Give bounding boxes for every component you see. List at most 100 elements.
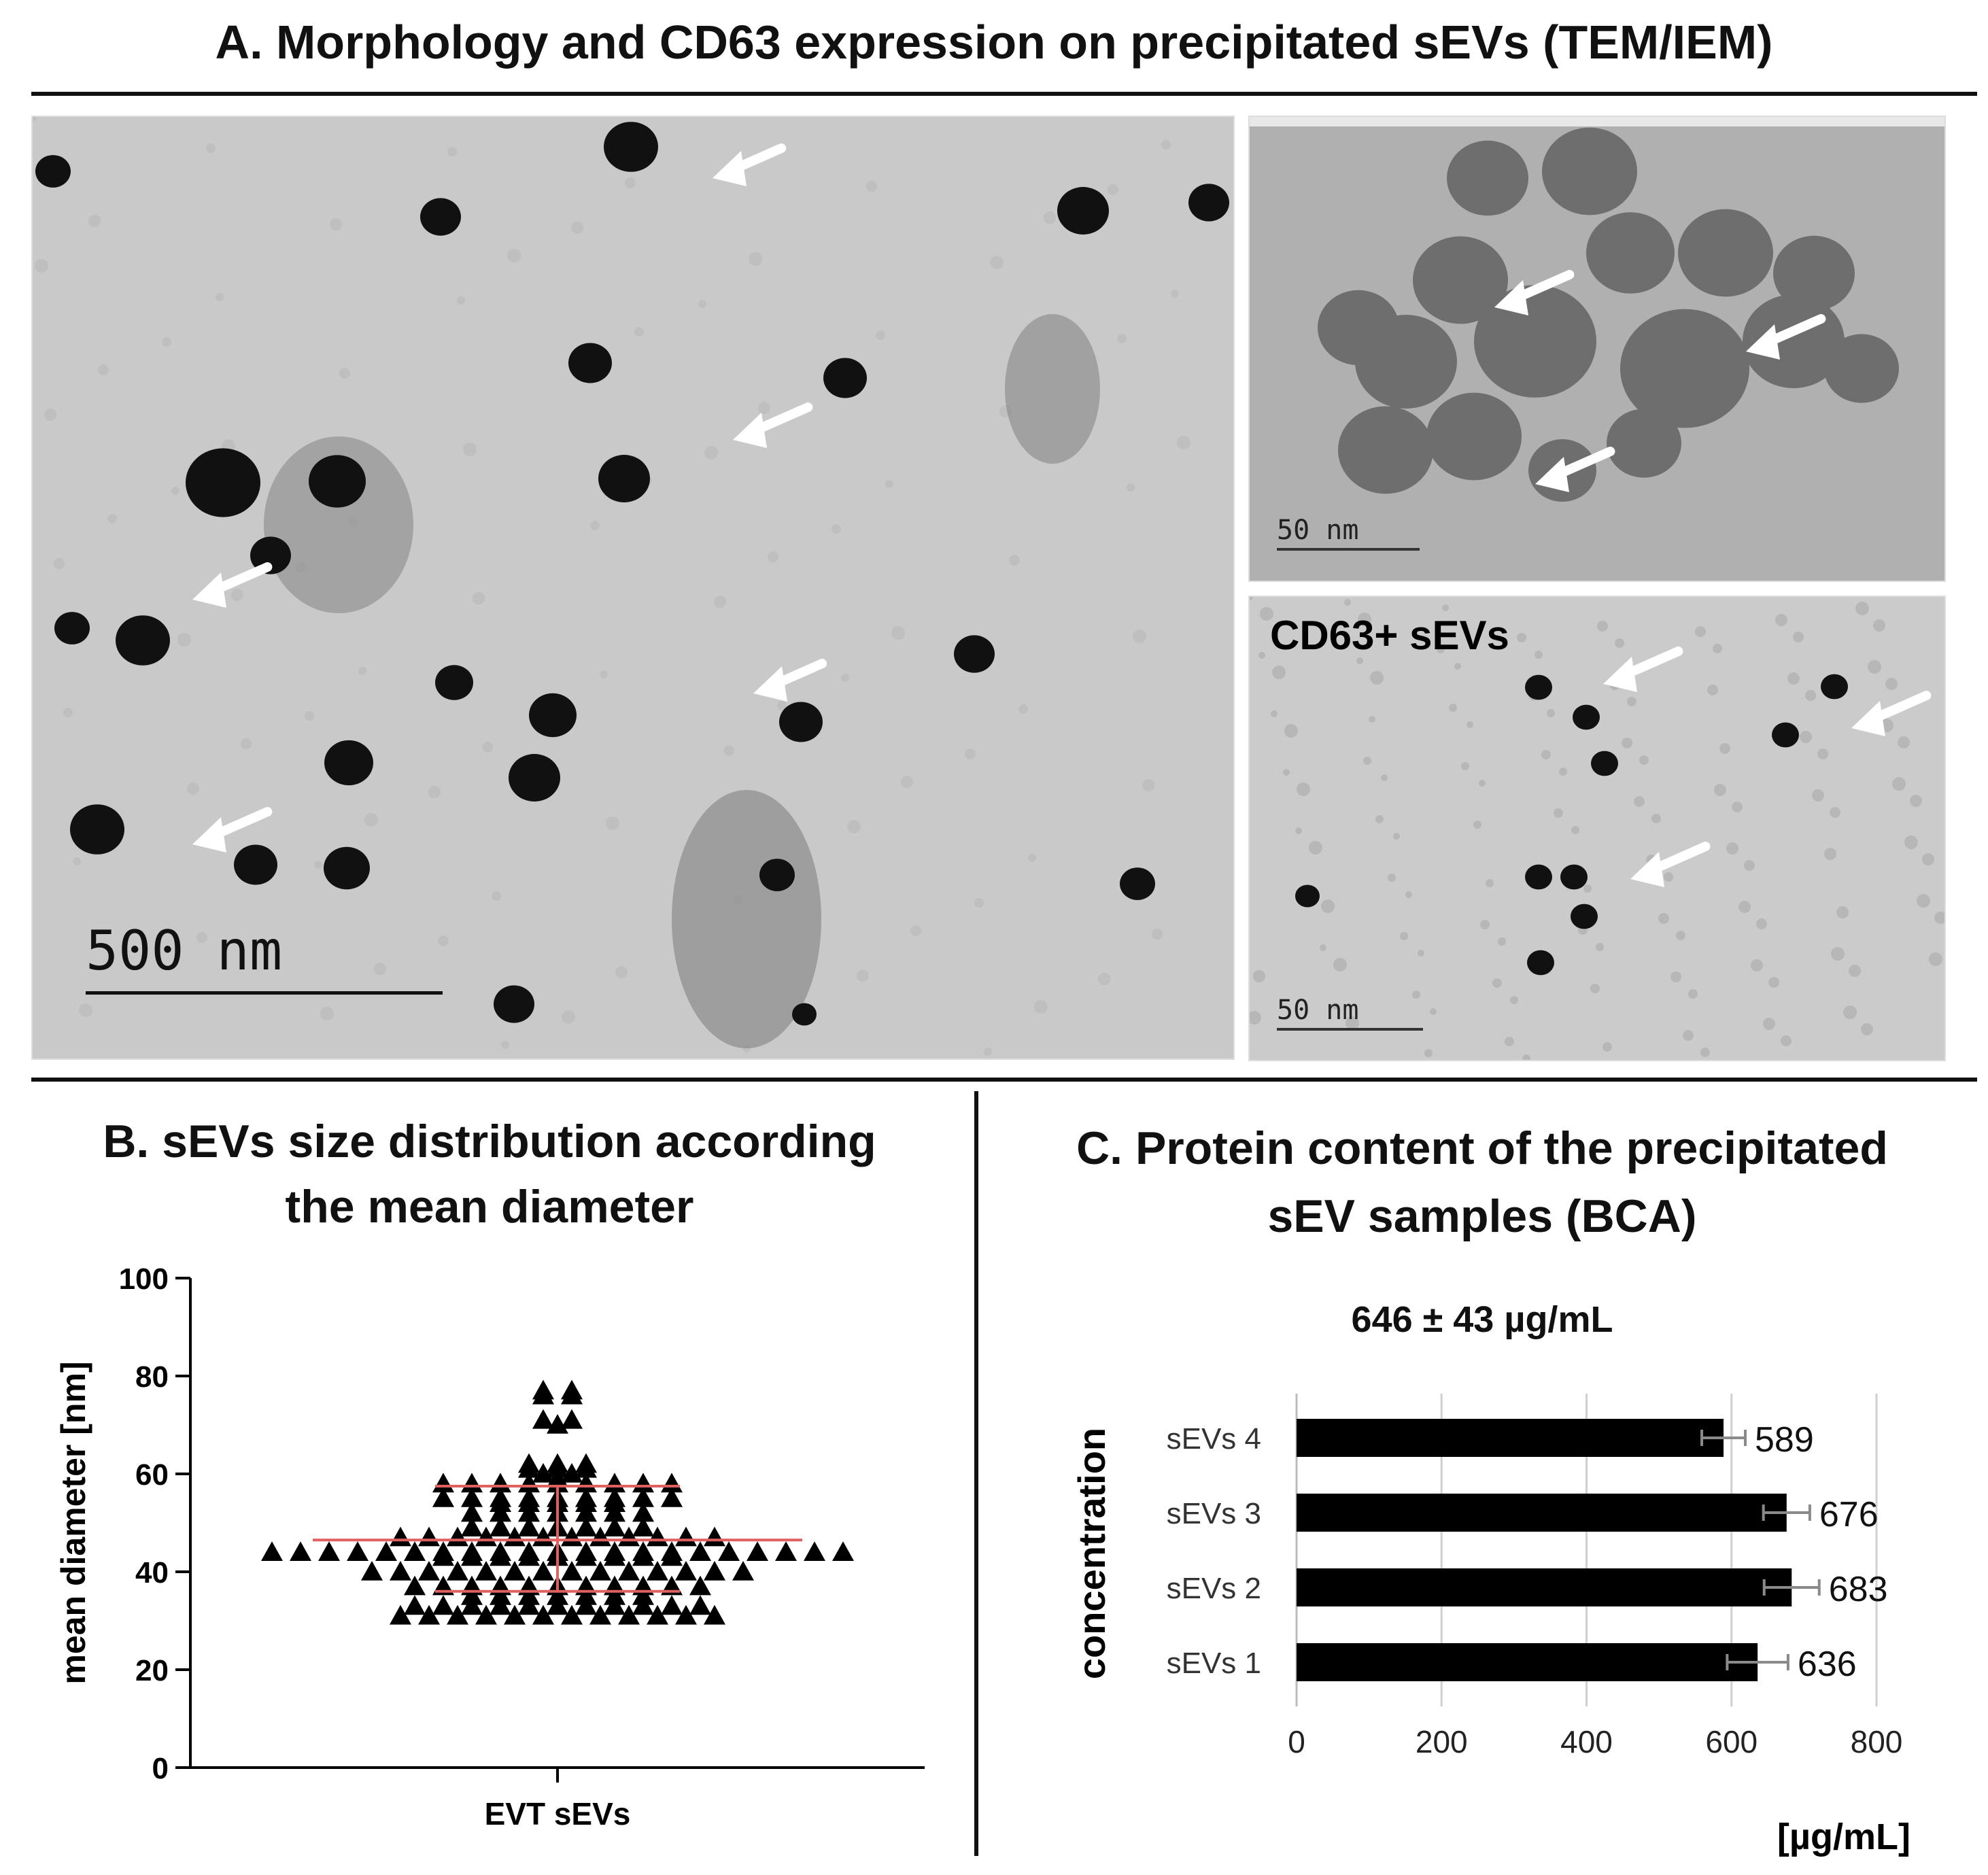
background-speck bbox=[600, 670, 608, 678]
data-point bbox=[518, 1517, 540, 1536]
edge bbox=[1250, 117, 1944, 126]
background-speck bbox=[1596, 943, 1604, 951]
background-speck bbox=[1321, 899, 1335, 913]
main-scale-bar bbox=[86, 991, 443, 995]
vesicle bbox=[234, 844, 277, 885]
data-point bbox=[432, 1541, 454, 1561]
background-speck bbox=[1836, 906, 1849, 918]
background-speck bbox=[847, 820, 861, 833]
vertical-divider bbox=[974, 1091, 978, 1856]
gold-labeled-vesicle bbox=[1772, 722, 1799, 748]
background-speck bbox=[1817, 749, 1828, 759]
background-speck bbox=[1370, 671, 1384, 685]
data-point bbox=[575, 1517, 597, 1536]
data-point bbox=[547, 1414, 568, 1434]
background-speck bbox=[1028, 854, 1036, 862]
data-point bbox=[447, 1604, 468, 1625]
background-speck bbox=[1510, 996, 1518, 1004]
background-speck bbox=[305, 711, 314, 721]
background-speck bbox=[749, 252, 762, 266]
data-point bbox=[675, 1604, 697, 1625]
vesicle bbox=[823, 358, 867, 398]
background-speck bbox=[1590, 984, 1600, 993]
y-tick-label: sEVs 1 bbox=[1167, 1647, 1261, 1680]
white-arrow-icon bbox=[1630, 842, 1711, 887]
background-speck bbox=[1309, 841, 1322, 855]
background-speck bbox=[1713, 644, 1722, 653]
data-point bbox=[704, 1604, 725, 1625]
background-speck bbox=[231, 589, 243, 601]
background-speck bbox=[758, 402, 770, 414]
cd63-label: CD63+ sEVs bbox=[1270, 613, 1509, 658]
x-tick-label: 400 bbox=[1560, 1724, 1613, 1759]
background-speck bbox=[1683, 1030, 1694, 1041]
gold-labeled-vesicle bbox=[1571, 904, 1598, 929]
background-speck bbox=[88, 215, 101, 227]
background-speck bbox=[1522, 1054, 1530, 1060]
data-point bbox=[432, 1473, 454, 1493]
y-axis-label: concentration bbox=[1070, 1428, 1113, 1679]
background-speck bbox=[1271, 710, 1278, 717]
panel-c-title-line2: sEV samples (BCA) bbox=[1267, 1190, 1697, 1242]
background-speck bbox=[1505, 1037, 1514, 1046]
panel-c-title-line1: C. Protein content of the precipitated bbox=[1076, 1122, 1888, 1174]
data-point bbox=[518, 1541, 540, 1561]
background-speck bbox=[1161, 140, 1171, 150]
background-speck bbox=[1922, 853, 1934, 865]
background-speck bbox=[1615, 638, 1624, 648]
background-speck bbox=[507, 249, 521, 262]
background-speck bbox=[1744, 860, 1755, 871]
vesicle bbox=[186, 448, 260, 517]
gold-labeled-vesicle bbox=[1295, 884, 1320, 908]
background-speck bbox=[1707, 685, 1718, 695]
vesicle bbox=[1607, 409, 1681, 478]
white-arrow-icon bbox=[1494, 270, 1575, 315]
background-speck bbox=[1726, 842, 1738, 855]
data-point bbox=[647, 1561, 668, 1581]
background-speck bbox=[1898, 736, 1910, 749]
background-speck bbox=[1479, 780, 1486, 787]
data-point bbox=[461, 1487, 483, 1507]
background-speck bbox=[901, 776, 913, 788]
white-arrow-icon bbox=[753, 659, 827, 702]
background-speck bbox=[990, 256, 1004, 269]
background-speck bbox=[473, 592, 485, 604]
data-point bbox=[390, 1526, 411, 1547]
background-speck bbox=[1260, 607, 1273, 621]
vesicle bbox=[1057, 187, 1109, 235]
background-speck bbox=[1651, 814, 1661, 823]
data-point bbox=[532, 1604, 554, 1625]
background-speck bbox=[984, 1048, 992, 1056]
background-speck bbox=[1929, 952, 1942, 966]
y-tick-label: 20 bbox=[135, 1654, 169, 1687]
vesicle bbox=[1426, 392, 1522, 481]
data-point bbox=[532, 1409, 554, 1429]
data-point bbox=[347, 1541, 369, 1561]
data-point bbox=[604, 1541, 625, 1561]
vesicle bbox=[1474, 285, 1596, 398]
background-speck bbox=[1127, 483, 1135, 492]
y-tick-label: sEVs 2 bbox=[1167, 1572, 1261, 1605]
vesicle bbox=[1188, 184, 1229, 222]
background-speck bbox=[1622, 738, 1632, 749]
background-speck bbox=[73, 857, 81, 865]
background-speck bbox=[1849, 965, 1861, 977]
background-speck bbox=[1437, 645, 1445, 653]
aggregate bbox=[264, 436, 413, 613]
data-point bbox=[418, 1561, 440, 1581]
data-point bbox=[404, 1595, 426, 1615]
data-point bbox=[261, 1541, 283, 1561]
vesicle bbox=[116, 615, 170, 666]
background-speck bbox=[492, 891, 501, 901]
vesicle bbox=[70, 804, 124, 855]
data-point bbox=[532, 1379, 554, 1400]
vesicle bbox=[35, 155, 71, 188]
middle-divider bbox=[31, 1078, 1977, 1082]
panel-b-title-line2: the mean diameter bbox=[285, 1181, 694, 1233]
data-point bbox=[647, 1604, 668, 1625]
background-speck bbox=[1381, 774, 1388, 781]
data-point bbox=[661, 1473, 683, 1493]
background-speck bbox=[196, 932, 207, 943]
background-speck bbox=[1934, 912, 1944, 924]
data-label: 683 bbox=[1829, 1570, 1888, 1609]
